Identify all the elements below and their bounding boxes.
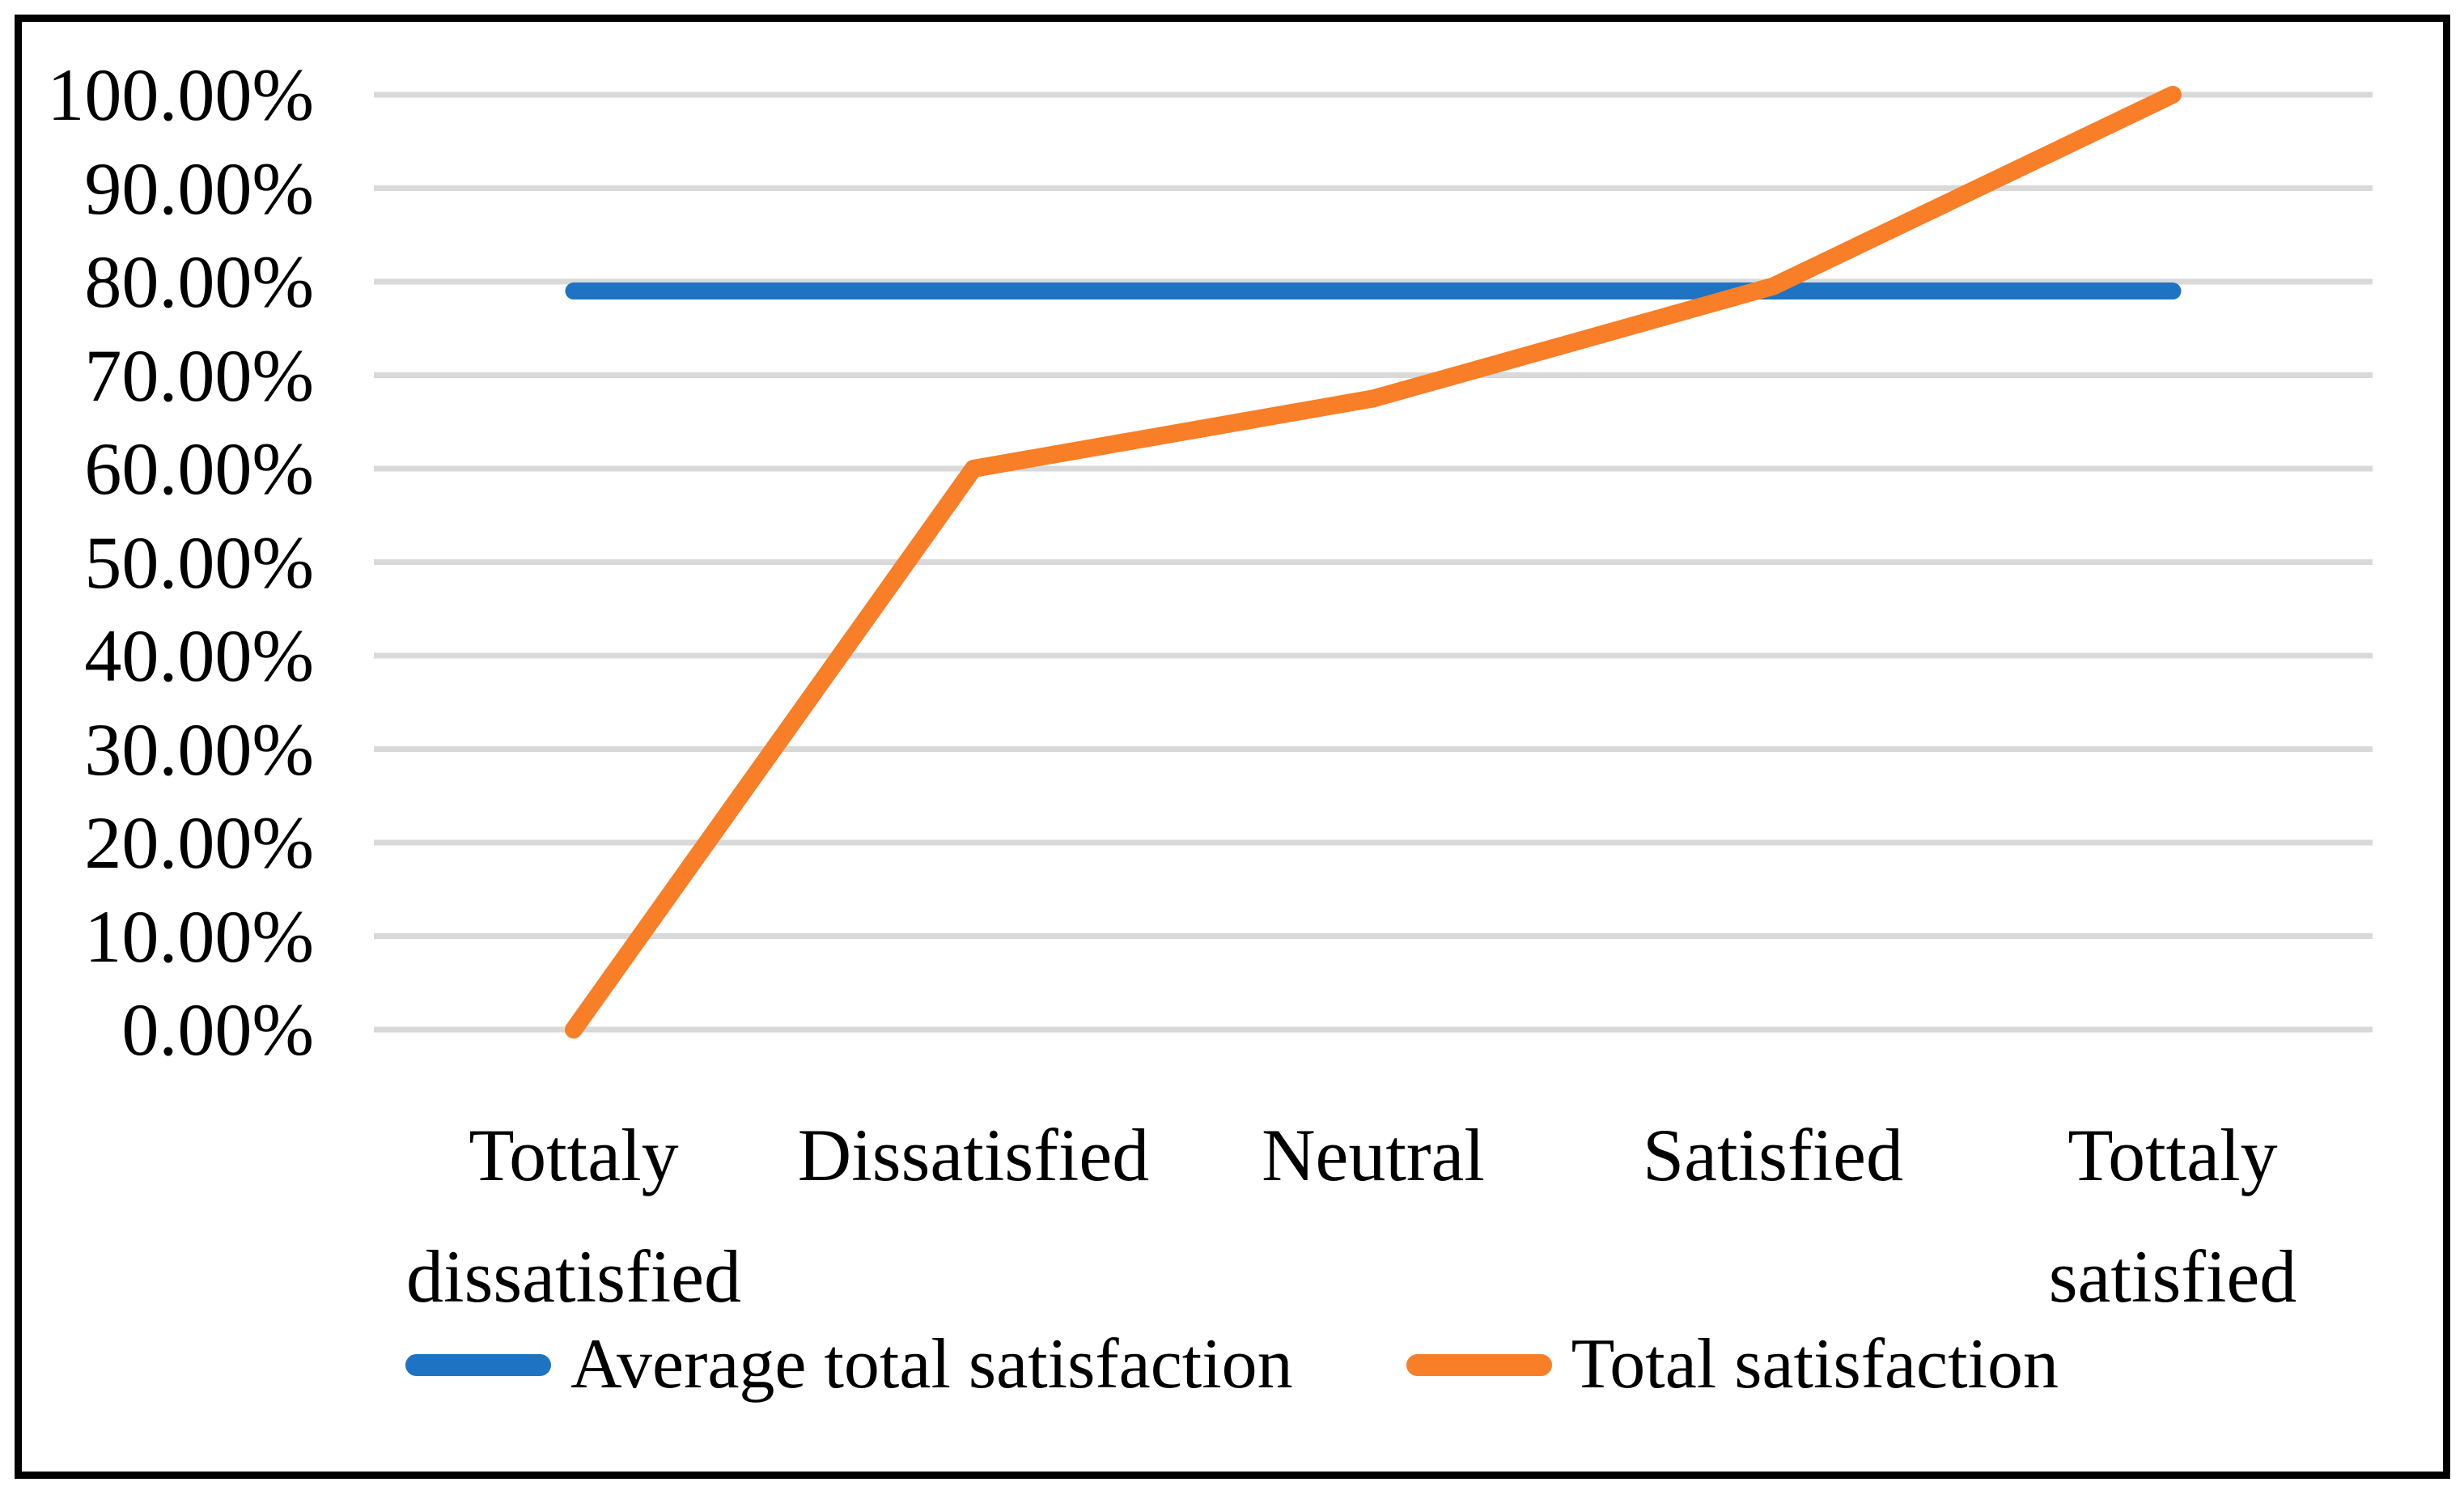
legend-swatch-total-icon bbox=[1406, 1353, 1552, 1376]
y-tick-label: 100.00% bbox=[47, 53, 314, 136]
y-tick-label: 10.00% bbox=[84, 894, 314, 978]
legend-label-total: Total satisfaction bbox=[1571, 1325, 2059, 1404]
legend-item-average-total-satisfaction: Average total satisfaction bbox=[405, 1329, 1293, 1400]
x-category-label: Neutral bbox=[1262, 1114, 1485, 1196]
y-tick-label: 50.00% bbox=[84, 520, 314, 604]
y-tick-label: 0.00% bbox=[121, 988, 314, 1071]
legend-swatch-average-icon bbox=[405, 1353, 551, 1376]
legend: Average total satisfaction Total satisfa… bbox=[0, 1329, 2464, 1400]
y-tick-label: 60.00% bbox=[84, 427, 314, 510]
legend-item-total-satisfaction: Total satisfaction bbox=[1406, 1329, 2059, 1400]
x-category-label: Dissatisfied bbox=[797, 1114, 1150, 1196]
y-tick-label: 90.00% bbox=[84, 147, 314, 230]
y-tick-label: 80.00% bbox=[84, 240, 314, 323]
y-tick-label: 40.00% bbox=[84, 614, 314, 697]
x-category-label: Tottaly satisfied bbox=[2048, 1114, 2297, 1318]
x-category-label: Tottaly dissatisfied bbox=[406, 1114, 741, 1318]
y-tick-label: 30.00% bbox=[84, 707, 314, 791]
x-category-label: Satisfied bbox=[1643, 1114, 1903, 1196]
y-tick-label: 70.00% bbox=[84, 333, 314, 417]
legend-label-average: Average total satisfaction bbox=[570, 1325, 1293, 1404]
series-line-total-satisfaction bbox=[565, 86, 2182, 1038]
y-tick-label: 20.00% bbox=[84, 801, 314, 884]
